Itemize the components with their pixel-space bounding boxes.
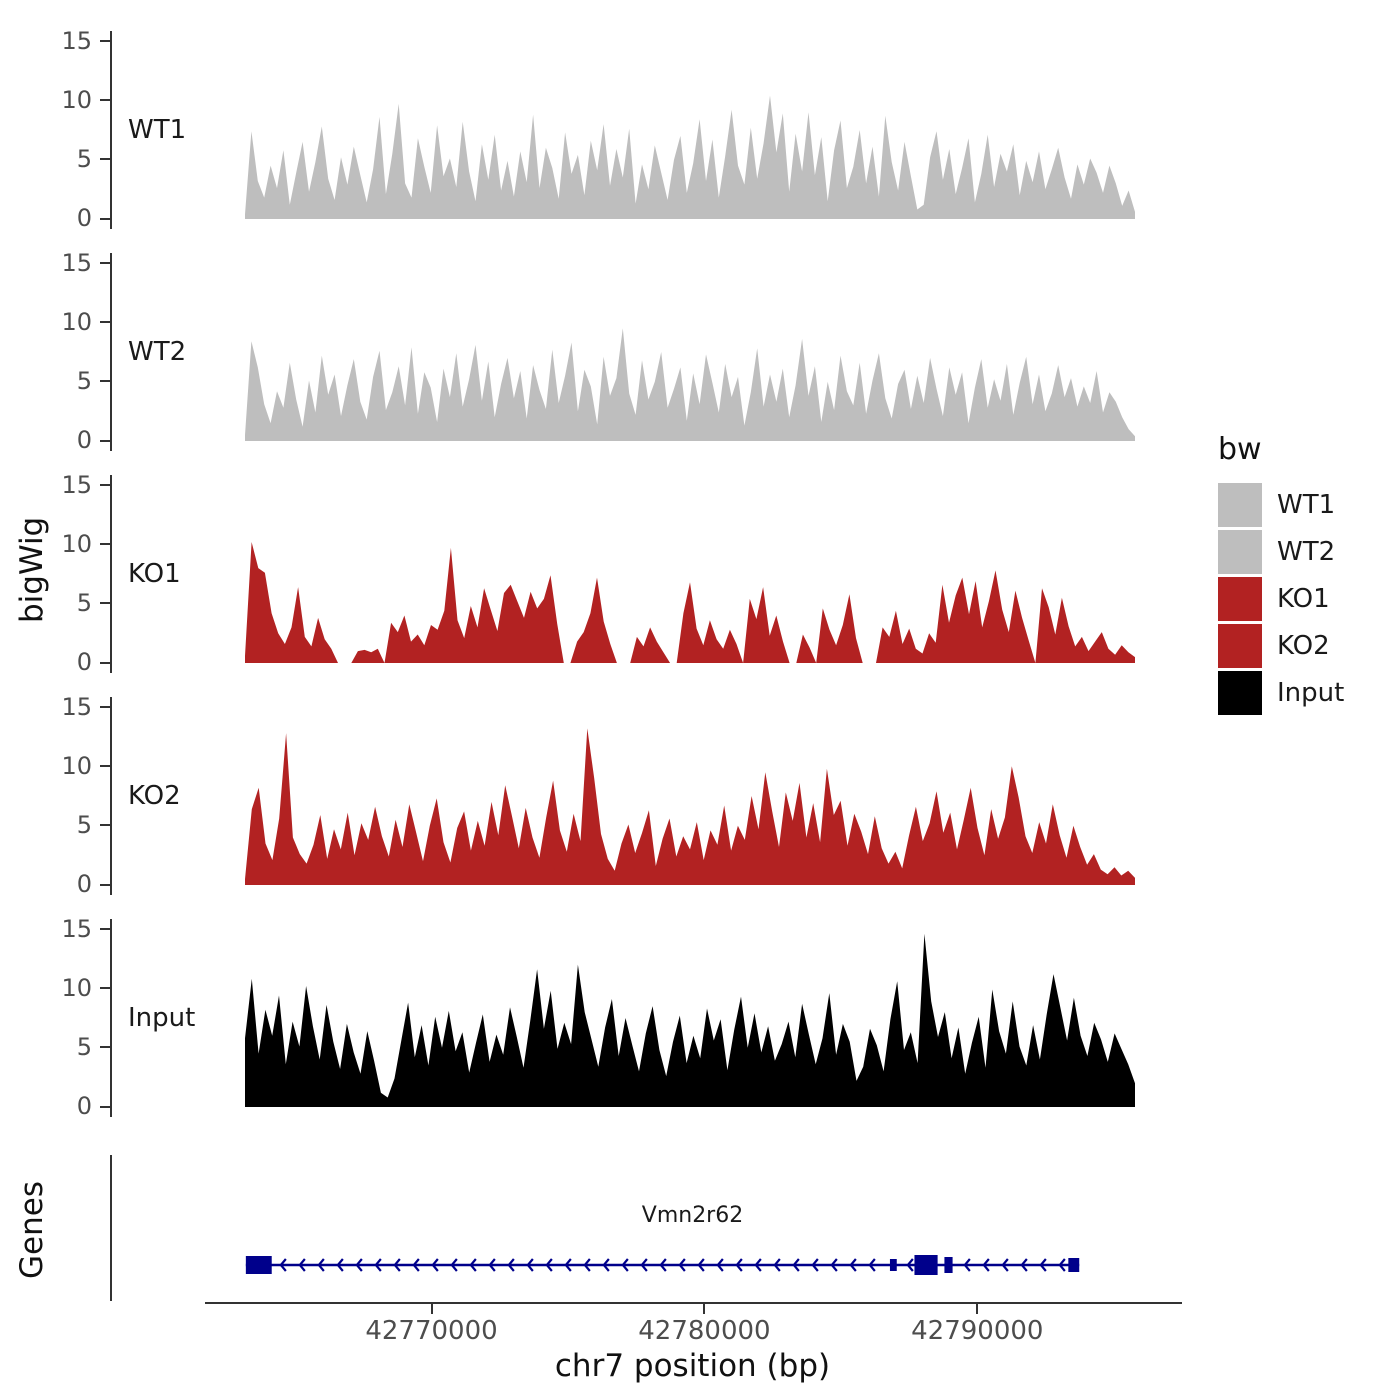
x-tick-label: 42790000 <box>911 1316 1044 1346</box>
y-axis-line <box>110 475 112 673</box>
y-tick <box>100 928 110 930</box>
legend-label-wt1: WT1 <box>1277 490 1336 520</box>
y-tick-label: 15 <box>61 915 92 943</box>
legend-swatch-ko2 <box>1218 624 1262 668</box>
x-tick-label: 42780000 <box>638 1316 771 1346</box>
track-label-input: Input <box>128 1003 196 1033</box>
coverage-area-ko2 <box>245 728 1135 885</box>
gene-model <box>245 1255 1080 1275</box>
x-tick-mark <box>703 1304 706 1314</box>
track-panel-input: 15 10 5 0 Input <box>0 916 1400 1119</box>
y-tick <box>100 262 110 264</box>
y-tick <box>100 706 110 708</box>
y-tick-label: 10 <box>61 530 92 558</box>
track-panel-wt2: 15 10 5 0 WT2 <box>0 250 1400 453</box>
y-tick-label: 15 <box>61 27 92 55</box>
coverage-area-wt2 <box>245 328 1135 441</box>
y-tick <box>100 987 110 989</box>
y-tick-label: 15 <box>61 693 92 721</box>
y-axis-line <box>110 31 112 229</box>
y-tick <box>100 440 110 442</box>
y-tick <box>100 824 110 826</box>
coverage-area-ko1 <box>245 542 1135 663</box>
track-label-wt2: WT2 <box>128 337 187 367</box>
legend-entry-wt2: WT2 <box>1218 530 1400 574</box>
genes-panel: Vmn2r62 <box>0 1155 1400 1305</box>
y-tick <box>100 602 110 604</box>
y-tick-label: 5 <box>76 811 92 839</box>
y-tick-label: 10 <box>61 86 92 114</box>
x-axis-line <box>205 1302 1182 1304</box>
x-tick-label: 42770000 <box>365 1316 498 1346</box>
legend-swatch-wt1 <box>1218 483 1262 527</box>
y-tick <box>100 484 110 486</box>
track-panel-ko1: 15 10 5 0 KO1 <box>0 472 1400 675</box>
y-tick <box>100 321 110 323</box>
y-tick <box>100 218 110 220</box>
legend-label-ko1: KO1 <box>1277 584 1330 614</box>
y-axis-line <box>110 253 112 451</box>
genes-axis-line <box>110 1155 112 1301</box>
y-tick-label: 10 <box>61 752 92 780</box>
y-tick <box>100 99 110 101</box>
legend-title: bw <box>1218 432 1262 467</box>
y-tick <box>100 1106 110 1108</box>
legend-label-input: Input <box>1277 678 1345 708</box>
y-axis-line <box>110 919 112 1117</box>
y-tick-label: 0 <box>76 426 92 454</box>
y-tick-label: 0 <box>76 870 92 898</box>
x-tick-mark <box>430 1304 433 1314</box>
legend-label-ko2: KO2 <box>1277 631 1330 661</box>
coverage-area-wt1 <box>245 95 1135 219</box>
y-tick-label: 15 <box>61 249 92 277</box>
y-tick <box>100 543 110 545</box>
track-panel-wt1: 15 10 5 0 WT1 <box>0 28 1400 231</box>
y-tick <box>100 765 110 767</box>
y-tick-label: 10 <box>61 308 92 336</box>
legend-label-wt2: WT2 <box>1277 537 1336 567</box>
y-tick <box>100 662 110 664</box>
y-tick-label: 5 <box>76 367 92 395</box>
legend-swatch-input <box>1218 671 1262 715</box>
coverage-area-input <box>245 933 1135 1107</box>
track-panel-ko2: 15 10 5 0 KO2 <box>0 694 1400 897</box>
track-label-wt1: WT1 <box>128 115 187 145</box>
y-tick-label: 5 <box>76 1033 92 1061</box>
legend-entry-ko1: KO1 <box>1218 577 1400 621</box>
y-tick-label: 0 <box>76 204 92 232</box>
legend-entry-wt1: WT1 <box>1218 483 1400 527</box>
y-axis-line <box>110 697 112 895</box>
y-tick-label: 0 <box>76 1092 92 1120</box>
track-label-ko1: KO1 <box>128 559 181 589</box>
gene-name-label: Vmn2r62 <box>641 1203 744 1228</box>
legend-swatch-ko1 <box>1218 577 1262 621</box>
track-label-ko2: KO2 <box>128 781 181 811</box>
legend: bw WT1 WT2 KO1 KO2 Input <box>1218 432 1400 718</box>
legend-entry-input: Input <box>1218 671 1400 715</box>
y-tick-label: 5 <box>76 145 92 173</box>
y-tick <box>100 380 110 382</box>
legend-entry-ko2: KO2 <box>1218 624 1400 668</box>
x-axis-title: chr7 position (bp) <box>554 1348 831 1384</box>
y-tick <box>100 884 110 886</box>
y-tick <box>100 40 110 42</box>
y-tick <box>100 1046 110 1048</box>
x-tick-mark <box>976 1304 979 1314</box>
y-tick-label: 15 <box>61 471 92 499</box>
y-tick <box>100 158 110 160</box>
y-tick-label: 0 <box>76 648 92 676</box>
y-tick-label: 5 <box>76 589 92 617</box>
legend-swatch-wt2 <box>1218 530 1262 574</box>
y-tick-label: 10 <box>61 974 92 1002</box>
